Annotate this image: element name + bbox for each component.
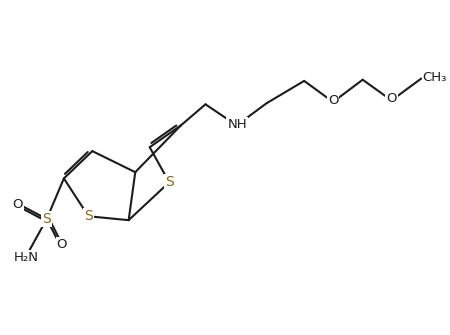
Text: CH₃: CH₃ (423, 70, 447, 83)
Text: O: O (386, 92, 397, 105)
Text: H₂N: H₂N (14, 251, 39, 264)
Text: O: O (12, 198, 22, 211)
Text: S: S (42, 212, 51, 226)
Text: S: S (84, 209, 93, 223)
Text: S: S (165, 175, 174, 189)
Text: O: O (328, 94, 338, 107)
Text: NH: NH (227, 118, 247, 131)
Text: O: O (57, 238, 67, 251)
